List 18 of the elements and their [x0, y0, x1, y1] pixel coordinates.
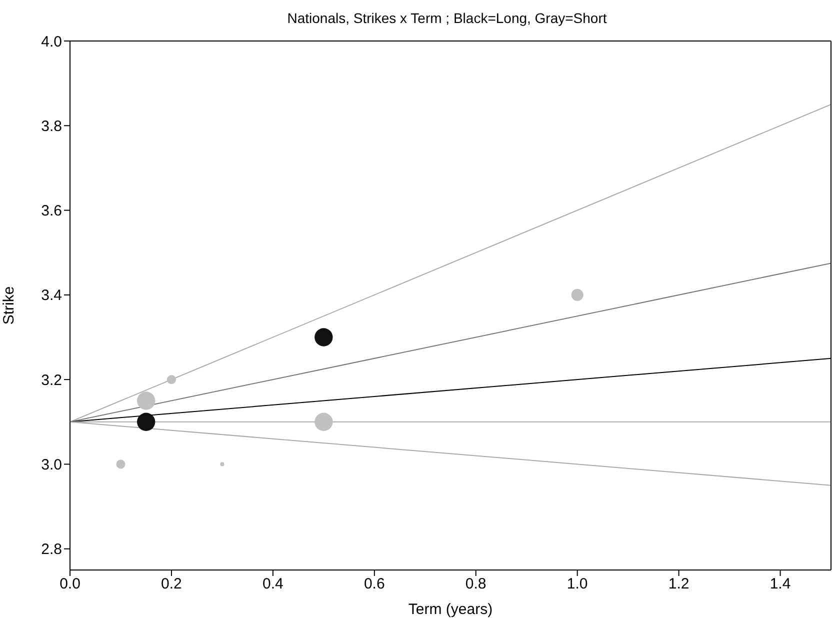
y-tick-label: 3.0 — [41, 456, 62, 474]
y-tick-label: 3.4 — [41, 287, 62, 304]
x-tick-label: 1.0 — [566, 576, 588, 593]
x-tick-label: 0.4 — [262, 576, 284, 593]
y-axis-title: Strike — [0, 286, 18, 325]
y-tick-label: 3.2 — [41, 372, 62, 389]
y-tick-label: 4.0 — [41, 33, 62, 50]
x-tick-label: 0.2 — [161, 576, 182, 593]
y-tick-label: 3.6 — [41, 202, 62, 220]
chart-title: Nationals, Strikes x Term ; Black=Long, Gray=Short — [286, 9, 608, 28]
x-tick-label: 0.0 — [60, 576, 80, 593]
x-tick-label: 0.6 — [364, 576, 385, 593]
y-tick-label: 2.8 — [41, 541, 62, 558]
x-tick-label: 0.8 — [465, 576, 486, 593]
x-axis-title: Term (years) — [408, 601, 493, 618]
x-tick-label: 1.2 — [668, 576, 690, 593]
x-tick-label: 1.4 — [770, 576, 791, 593]
y-tick-label: 3.8 — [41, 118, 62, 135]
